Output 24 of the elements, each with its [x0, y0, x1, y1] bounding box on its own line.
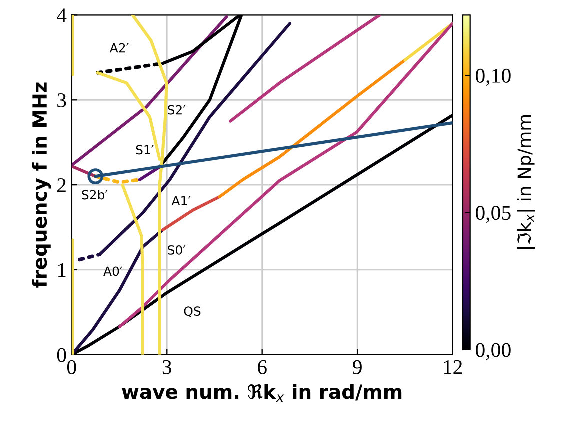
- x-axis-title: wave num. ℜk$_{x}$ in rad/mm: [122, 384, 402, 402]
- annotation: QS: [184, 306, 201, 318]
- annotation: S0′: [168, 245, 186, 255]
- y-tick-label: 0: [57, 348, 66, 362]
- y-axis-title: frequency f in MHz: [32, 82, 52, 288]
- color-bar-label: 0,00: [476, 343, 511, 360]
- x-tick-label: 6: [258, 360, 267, 374]
- annotation: S2b′: [82, 190, 108, 200]
- y-tick-label: 4: [57, 8, 67, 22]
- annotation: A0′: [104, 266, 123, 276]
- color-bar-label: 0,05: [476, 206, 511, 224]
- color-bar-label: 0,10: [476, 68, 511, 86]
- x-tick-label: 0: [67, 360, 76, 374]
- annotation: S1′: [136, 145, 154, 155]
- color-bar-title: |ℑk$_{x}$| in Np/mm: [517, 115, 536, 250]
- x-tick-label: 3: [162, 360, 172, 374]
- annotation: A1′: [172, 196, 191, 206]
- y-tick-label: 3: [58, 94, 66, 108]
- x-tick-label: 9: [353, 360, 362, 374]
- x-tick-label: 12: [444, 360, 462, 374]
- y-tick-label: 2: [58, 178, 66, 192]
- y-tick-label: 1: [58, 263, 66, 278]
- annotation: A2′: [110, 43, 129, 53]
- annotation: S2′: [168, 105, 186, 115]
